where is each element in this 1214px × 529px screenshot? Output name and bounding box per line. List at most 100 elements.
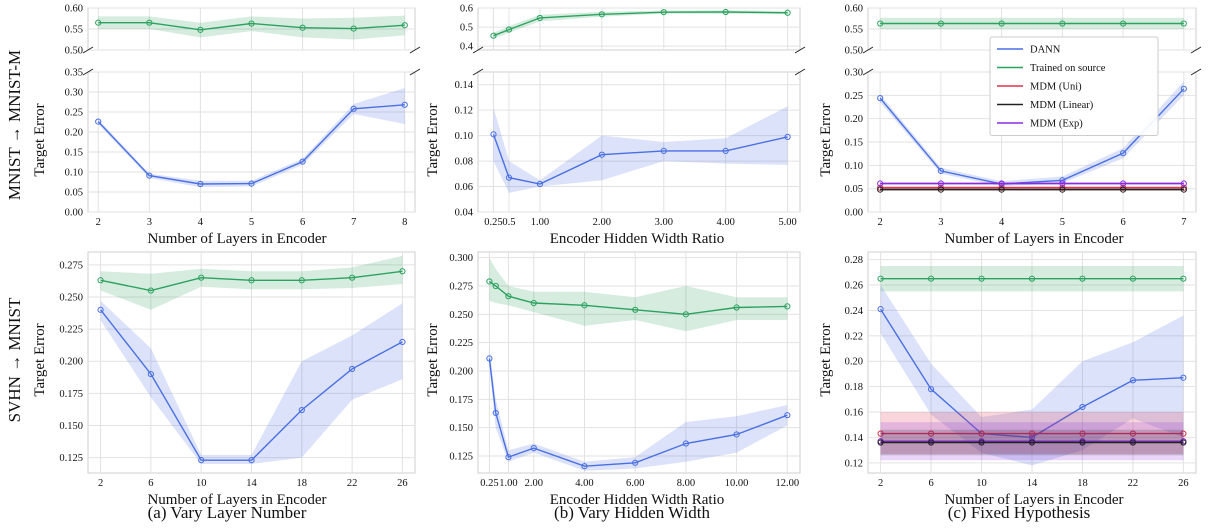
legend-entry: MDM (Exp) (1030, 119, 1083, 130)
legend-box (989, 36, 1159, 136)
data-point (1079, 430, 1086, 437)
x-tick-label: 14 (1027, 478, 1038, 489)
y-tick-label: 0.15 (845, 138, 863, 149)
legend-entry: MDM (Uni) (1030, 82, 1082, 93)
y-tick-label: 0.24 (845, 306, 864, 317)
x-tick-label: 26 (397, 478, 408, 489)
data-point (505, 454, 512, 461)
y-tick-label: 0.16 (845, 408, 863, 419)
data-point (877, 439, 884, 446)
data-point (97, 306, 104, 313)
y-tick-label: 0.08 (455, 157, 473, 168)
data-point (877, 20, 884, 27)
data-point (492, 282, 499, 290)
axis-break-mark (82, 68, 94, 76)
y-tick-label: 0.250 (449, 310, 473, 321)
data-point (877, 95, 884, 102)
data-point (632, 459, 639, 466)
data-point (147, 287, 154, 294)
y-tick-label: 0.30 (65, 88, 83, 99)
data-point (490, 32, 497, 39)
y-tick-label: 0.12 (845, 458, 863, 469)
data-point (95, 118, 102, 125)
caption-b: (b) Vary Hidden Width (554, 503, 710, 522)
series-line (492, 134, 788, 185)
axis-break-mark (862, 46, 874, 54)
series-line (97, 104, 405, 185)
data-point (1180, 20, 1187, 27)
y-tick-label: 0.06 (455, 182, 473, 193)
a-top-upper-panel: 0.50 0.55 0.60 (65, 4, 416, 57)
y-tick-label: 0.60 (845, 4, 863, 15)
x-tick-label: 3 (147, 217, 152, 228)
y-tick-label: 0.12 (455, 106, 473, 117)
data-point (1079, 439, 1086, 446)
y-tick-label: 0.150 (449, 423, 473, 434)
confidence-band (98, 88, 405, 188)
x-tick-label: 7 (351, 217, 356, 228)
data-point (1129, 430, 1137, 437)
x-axis-label: Encoder Hidden Width Ratio (550, 231, 725, 247)
axis-break-mark (409, 68, 421, 76)
y-tick-label: 0.150 (59, 421, 83, 432)
x-axis-label: Number of Layers in Encoder (147, 231, 326, 247)
x-tick-label: 8 (402, 217, 407, 228)
x-tick-label: 6 (928, 478, 933, 489)
y-tick-label: 0.26 (845, 281, 863, 292)
data-point (399, 338, 406, 346)
data-point (998, 184, 1005, 191)
confidence-band (493, 10, 788, 39)
data-point (1059, 180, 1066, 187)
data-point (492, 409, 499, 417)
y-tick-label: 0.05 (65, 188, 83, 199)
y-tick-label: 0.300 (449, 253, 473, 264)
x-tick-label: 10 (976, 478, 987, 489)
x-tick-label: 10 (196, 478, 207, 489)
data-point (877, 184, 884, 191)
legend-entry: Trained on source (1030, 63, 1106, 74)
data-point (660, 9, 667, 16)
x-tick-label: 0.25 (484, 217, 502, 228)
x-tick-label: 6 (300, 217, 305, 228)
labels-layer: MNIST → MNIST-M SVHN → MNIST (a) Vary La… (5, 50, 1090, 522)
y-tick-label: 0.175 (59, 389, 83, 400)
y-tick-label: 0.14 (455, 80, 474, 91)
confidence-band (100, 300, 403, 464)
x-tick-label: 1.00 (499, 478, 517, 489)
y-tick-label: 0.35 (65, 68, 83, 79)
data-point (581, 463, 588, 470)
data-point (937, 167, 944, 175)
data-point (927, 386, 935, 393)
axis-break-mark (1190, 46, 1202, 54)
x-tick-label: 12.00 (776, 478, 800, 489)
x-tick-label: 8.00 (677, 478, 695, 489)
data-point (1129, 439, 1137, 446)
y-tick-label: 0.4 (460, 42, 474, 53)
axis-break-mark (1190, 68, 1202, 76)
y-axis-label: Target Error (425, 323, 441, 396)
data-point (536, 14, 544, 22)
data-point (927, 275, 935, 282)
data-point (1129, 275, 1137, 282)
series-line (488, 358, 788, 467)
x-axis-label: Number of Layers in Encoder (944, 231, 1123, 247)
caption-a: (a) Vary Layer Number (148, 503, 307, 522)
data-point (598, 151, 605, 158)
data-point (146, 172, 153, 179)
data-point (937, 184, 944, 191)
data-point (1180, 85, 1187, 92)
legend-entry: DANN (1030, 45, 1061, 56)
data-point (784, 133, 791, 141)
y-tick-label: 0.6 (460, 4, 473, 15)
y-tick-label: 0.22 (845, 331, 863, 342)
b-top-upper-panel: 0.4 0.5 0.6 (460, 4, 801, 53)
data-point (486, 355, 493, 362)
data-point (733, 431, 740, 438)
x-tick-label: 2.00 (593, 217, 611, 228)
legend: DANN Trained on source MDM (Uni) MDM (Linea… (989, 36, 1159, 136)
data-point (1180, 439, 1187, 446)
x-tick-label: 6 (1120, 217, 1125, 228)
data-point (198, 274, 205, 281)
plot-area (477, 7, 801, 51)
series-line (493, 11, 788, 37)
